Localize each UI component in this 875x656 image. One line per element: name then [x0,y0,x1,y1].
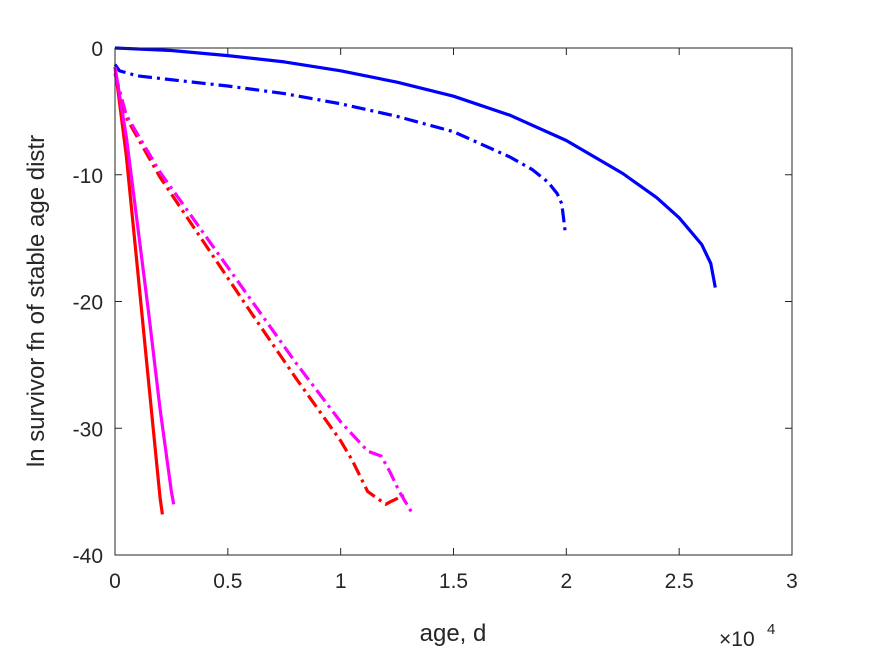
ticks-layer: 0 0.5 1 1.5 2 2.5 3 0 -10 -20 -30 -40 [73,38,798,593]
y-tick-label: -20 [73,292,103,315]
series-line-1 [114,46,717,288]
x-tick-label: 1 [335,570,347,593]
series-line-2 [113,63,567,232]
x-tick-label: 3 [786,570,798,593]
series-line-5 [113,72,405,506]
y-tick-label: -30 [73,418,103,441]
series-layer [113,46,717,516]
series-line-4 [113,66,176,505]
x-tick-label: 2.5 [665,570,694,593]
y-tick-label: 0 [91,38,103,61]
x-axis-title: age, d [420,620,487,647]
y-tick-label: -40 [73,545,103,568]
series-line-6 [113,72,415,516]
y-tick-label: -10 [73,165,103,188]
x-tick-label: 0.5 [213,570,242,593]
plot-area [115,48,792,555]
x-tick-label: 0 [109,570,121,593]
y-axis-title: ln survivor fn of stable age distr [23,135,50,467]
x-axis-multiplier-exponent: 4 [767,621,775,638]
x-tick-label: 1.5 [439,570,468,593]
x-axis-multiplier: ×10 [719,628,755,651]
series-line-3 [113,66,164,515]
x-tick-label: 2 [560,570,572,593]
